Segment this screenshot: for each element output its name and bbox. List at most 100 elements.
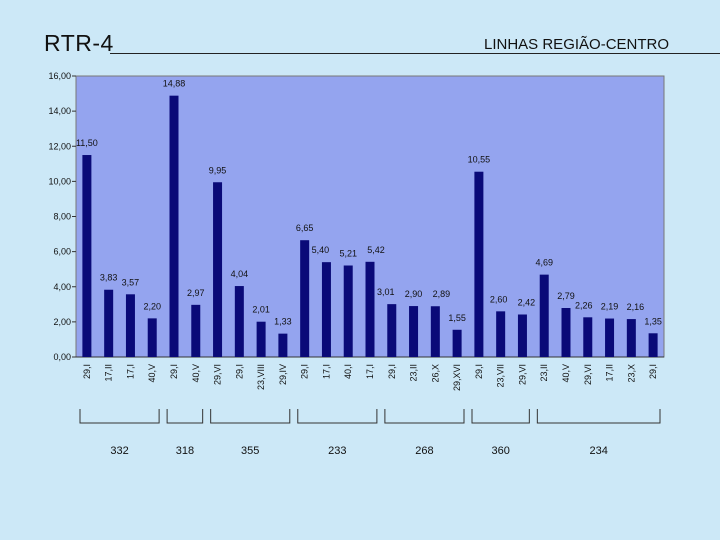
bar: [147, 318, 157, 357]
title-rule: [110, 53, 720, 54]
x-tick-label: 29,IV: [278, 364, 288, 385]
y-tick-label: 16,00: [48, 71, 71, 81]
bar: [561, 308, 571, 357]
group-bracket: [384, 409, 465, 424]
x-tick-label: 40,V: [561, 364, 571, 383]
x-tick-label: 23,II: [409, 364, 419, 382]
data-label: 2,26: [575, 300, 593, 310]
group-label: 355: [241, 445, 259, 457]
x-tick-label: 40,V: [191, 364, 201, 383]
bar: [539, 274, 549, 357]
bar: [191, 304, 201, 357]
slide-title: RTR-4: [44, 30, 114, 56]
group-label: 268: [415, 445, 433, 457]
bar: [82, 155, 92, 357]
bar: [387, 304, 397, 357]
group-bracket: [471, 409, 530, 424]
data-label: 4,04: [231, 269, 249, 279]
data-label: 3,83: [100, 273, 118, 283]
data-label: 5,42: [367, 245, 385, 255]
bar: [321, 262, 331, 357]
data-label: 1,55: [448, 313, 466, 323]
bar: [213, 182, 223, 357]
data-label: 2,60: [490, 294, 508, 304]
bar: [474, 171, 484, 357]
data-label: 1,35: [644, 316, 662, 326]
bar: [583, 317, 593, 357]
y-tick-label: 2,00: [53, 317, 71, 327]
data-label: 9,95: [209, 165, 227, 175]
group-bracket: [79, 409, 160, 424]
y-tick-label: 6,00: [53, 247, 71, 257]
data-label: 5,21: [339, 248, 357, 258]
x-tick-label: 23,II: [539, 364, 549, 382]
bar: [365, 261, 375, 357]
y-tick-label: 10,00: [48, 176, 71, 186]
data-label: 2,89: [433, 289, 451, 299]
data-label: 2,16: [627, 302, 645, 312]
x-tick-label: 40,I: [343, 364, 353, 379]
group-label: 234: [589, 445, 607, 457]
bar: [104, 289, 114, 357]
x-tick-label: 23,VIII: [256, 364, 266, 390]
bar: [256, 321, 266, 357]
data-label: 4,69: [535, 258, 553, 268]
group-bracket: [536, 409, 661, 424]
data-label: 2,01: [252, 305, 270, 315]
y-tick-label: 0,00: [53, 352, 71, 362]
x-tick-label: 17,I: [321, 364, 331, 379]
data-label: 2,79: [557, 291, 575, 301]
data-label: 2,97: [187, 288, 205, 298]
data-label: 10,55: [468, 155, 491, 165]
group-label: 332: [110, 445, 128, 457]
group-label: 233: [328, 445, 346, 457]
bar: [409, 306, 419, 357]
group-bracket: [166, 409, 204, 424]
data-label: 3,57: [122, 277, 140, 287]
bar: [278, 333, 288, 357]
x-tick-label: 17,II: [605, 364, 615, 382]
group-bracket: [297, 409, 378, 424]
x-tick-label: 23,X: [626, 364, 636, 383]
x-tick-label: 29,I: [82, 364, 92, 379]
bar: [125, 294, 135, 357]
x-tick-label: 29,I: [234, 364, 244, 379]
bar: [648, 333, 658, 357]
x-tick-label: 40,V: [147, 364, 157, 383]
x-tick-label: 29,I: [300, 364, 310, 379]
bar: [430, 306, 440, 357]
bar: [300, 240, 310, 357]
bar: [234, 286, 244, 357]
x-tick-label: 29,I: [387, 364, 397, 379]
group-bracket: [210, 409, 291, 424]
bar: [452, 329, 462, 357]
x-tick-label: 29,I: [648, 364, 658, 379]
group-label: 360: [491, 445, 509, 457]
bar: [517, 314, 527, 357]
x-tick-label: 29,XVI: [452, 364, 462, 391]
x-tick-label: 17,I: [365, 364, 375, 379]
x-tick-label: 29,I: [474, 364, 484, 379]
data-label: 5,40: [312, 245, 330, 255]
y-tick-label: 14,00: [48, 106, 71, 116]
bar: [169, 95, 179, 358]
data-label: 3,01: [377, 287, 395, 297]
y-tick-label: 12,00: [48, 141, 71, 151]
y-tick-label: 8,00: [53, 212, 71, 222]
data-label: 2,90: [405, 289, 423, 299]
bar: [496, 311, 506, 357]
x-tick-label: 23,VII: [496, 364, 506, 388]
x-tick-label: 29,VI: [213, 364, 223, 385]
slide-subtitle: LINHAS REGIÃO-CENTRO: [484, 36, 670, 53]
data-label: 6,65: [296, 223, 314, 233]
bar: [626, 319, 636, 357]
data-label: 2,42: [518, 297, 536, 307]
group-label: 318: [176, 445, 194, 457]
data-label: 2,20: [143, 301, 161, 311]
x-tick-label: 29,VI: [583, 364, 593, 385]
x-tick-label: 26,X: [430, 364, 440, 383]
y-tick-label: 4,00: [53, 282, 71, 292]
x-tick-label: 29,I: [169, 364, 179, 379]
x-tick-label: 29,VI: [517, 364, 527, 385]
